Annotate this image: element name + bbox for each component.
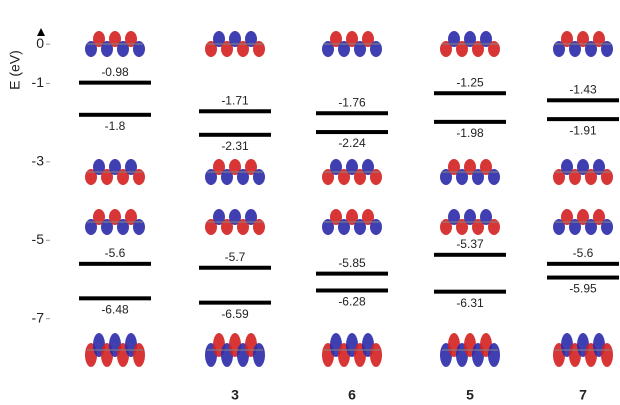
energy-level [434,253,506,257]
level-label: -1.71 [221,93,249,107]
y-tick-label: -1 [32,74,45,90]
level-label: -6.59 [221,307,249,321]
orbital-lobe [370,41,382,57]
orbital-lobe [601,219,613,235]
orbital-lobe [253,169,265,185]
orbital-lobe [253,219,265,235]
energy-level [199,301,271,305]
orbital-lobe [370,343,382,367]
orbital-lobe [601,169,613,185]
level-label: -6.28 [338,295,366,309]
orbital-lobe [601,41,613,57]
level-label: -1.91 [569,123,597,137]
energy-level [316,288,388,292]
y-tick-label: -7 [32,309,45,325]
energy-level [547,276,619,280]
level-label: -2.24 [338,136,366,150]
x-tick-label: 6 [348,387,356,403]
orbital-lobe [133,169,145,185]
orbital-lobe [370,169,382,185]
orbital-lobe [601,343,613,367]
level-label: -2.31 [221,139,249,153]
level-label: -1.8 [105,119,126,133]
orbital-lobe [488,343,500,367]
level-label: -1.98 [456,126,484,140]
energy-level [547,117,619,121]
level-label: -6.31 [456,296,484,310]
energy-level [316,111,388,115]
energy-level [316,272,388,276]
orbital-lobe [253,343,265,367]
level-label: -1.76 [338,95,366,109]
level-label: -1.25 [456,75,484,89]
energy-level [434,290,506,294]
energy-level [79,113,151,117]
level-label: -5.7 [225,250,246,264]
y-tick-label: -5 [32,231,45,247]
level-label: -5.85 [338,256,366,270]
y-axis-label: E (eV) [7,50,23,90]
orbital-lobe [133,343,145,367]
page: E (eV) 0 -1 -3 -5 -7 -0.98 -1.71 -1.76 -1.25 -1.4… [0,0,620,405]
energy-level [199,109,271,113]
orbital-lobe [133,41,145,57]
energy-level [199,133,271,137]
level-label: -5.95 [569,282,597,296]
energy-level [316,130,388,134]
orbital-lobe [488,41,500,57]
level-label: -5.6 [573,246,594,260]
level-label: -5.6 [105,246,126,260]
x-tick-label: 7 [579,387,587,403]
x-tick-label: 3 [231,387,239,403]
orbital-lobe [370,219,382,235]
orbital-lobe [133,219,145,235]
y-tick-label: 0 [36,35,44,51]
energy-level [79,81,151,85]
orbital-lobe [488,169,500,185]
energy-level [434,120,506,124]
energy-level [79,296,151,300]
orbitals [85,31,613,367]
orbital-lobe [488,219,500,235]
level-label: -5.37 [456,237,484,251]
level-label: -1.43 [569,82,597,96]
energy-level [434,91,506,95]
level-label: -0.98 [101,65,129,79]
chart: E (eV) 0 -1 -3 -5 -7 -0.98 -1.71 -1.76 -1.25 -1.4… [0,0,620,405]
x-tick-label: 5 [466,387,474,403]
energy-level [547,262,619,266]
energy-level [79,262,151,266]
orbital-lobe [253,41,265,57]
energy-level [199,266,271,270]
y-tick-label: -3 [32,153,45,169]
level-label: -6.48 [101,303,129,317]
energy-level [547,98,619,102]
